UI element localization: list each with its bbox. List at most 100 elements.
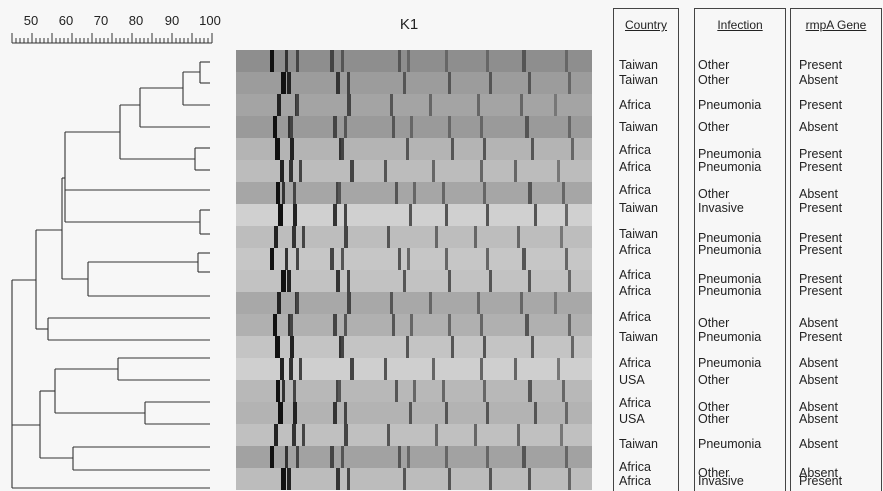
gel-band bbox=[522, 50, 526, 72]
cell-rmpa: Present bbox=[799, 474, 843, 488]
gel-band bbox=[565, 50, 568, 72]
gel-band bbox=[442, 182, 445, 204]
gel-band bbox=[278, 204, 283, 226]
gel-band bbox=[571, 138, 574, 160]
gel-band bbox=[289, 160, 293, 182]
gel-band bbox=[448, 314, 451, 336]
gel-lane bbox=[236, 358, 592, 380]
infection-header: Infection bbox=[717, 18, 763, 32]
gel-band bbox=[407, 446, 410, 468]
gel-band bbox=[341, 138, 344, 160]
gel-lane bbox=[236, 94, 592, 116]
gel-band bbox=[292, 226, 296, 248]
gel-band bbox=[281, 72, 286, 94]
dendrogram bbox=[11, 61, 210, 489]
cell-infection: Pneumonia bbox=[698, 231, 762, 245]
gel-lane bbox=[236, 270, 592, 292]
gel-band bbox=[274, 424, 278, 446]
gel-band bbox=[514, 358, 517, 380]
gel-band bbox=[347, 468, 350, 490]
gel-lane bbox=[236, 226, 592, 248]
gel-band bbox=[384, 358, 387, 380]
gel-band bbox=[528, 72, 531, 94]
gel-band bbox=[398, 50, 401, 72]
cell-infection: Other bbox=[698, 187, 730, 201]
gel-band bbox=[407, 248, 410, 270]
gel-band bbox=[280, 358, 284, 380]
cell-country: Africa bbox=[619, 183, 651, 197]
gel-band bbox=[477, 94, 480, 116]
gel-lane bbox=[236, 292, 592, 314]
gel-band bbox=[520, 94, 523, 116]
cell-rmpa: Present bbox=[799, 58, 843, 72]
cell-rmpa: Present bbox=[799, 160, 843, 174]
scale-label-80: 80 bbox=[128, 13, 144, 28]
gel-band bbox=[281, 468, 286, 490]
gel-band bbox=[451, 138, 454, 160]
gel-band bbox=[290, 314, 293, 336]
gel-band bbox=[432, 160, 435, 182]
gel-lane bbox=[236, 380, 592, 402]
cell-rmpa: Present bbox=[799, 147, 843, 161]
gel-band bbox=[489, 468, 492, 490]
cell-infection: Other bbox=[698, 400, 730, 414]
gel-band bbox=[333, 314, 337, 336]
gel-lane bbox=[236, 336, 592, 358]
gel-band bbox=[557, 358, 560, 380]
cell-rmpa: Present bbox=[799, 284, 843, 298]
country-header: Country bbox=[624, 18, 668, 32]
gel-band bbox=[344, 226, 348, 248]
gel-band bbox=[296, 446, 299, 468]
gel-band bbox=[330, 248, 334, 270]
gel-band bbox=[336, 72, 340, 94]
gel-band bbox=[296, 50, 299, 72]
gel-band bbox=[571, 336, 574, 358]
gel-band bbox=[517, 226, 520, 248]
gel-band bbox=[568, 468, 571, 490]
cell-infection: Pneumonia bbox=[698, 272, 762, 286]
gel-band bbox=[344, 424, 348, 446]
gel-band bbox=[413, 380, 416, 402]
cell-infection: Pneumonia bbox=[698, 243, 762, 257]
cell-rmpa: Present bbox=[799, 201, 843, 215]
gel-band bbox=[406, 138, 409, 160]
cell-rmpa: Present bbox=[799, 272, 843, 286]
gel-band bbox=[338, 380, 341, 402]
cell-infection: Other bbox=[698, 373, 730, 387]
gel-band bbox=[341, 50, 344, 72]
cell-country: Africa bbox=[619, 474, 651, 488]
gel-lane bbox=[236, 138, 592, 160]
gel-band bbox=[270, 446, 274, 468]
gel-band bbox=[522, 446, 526, 468]
gel-band bbox=[480, 116, 483, 138]
gel-band bbox=[273, 314, 277, 336]
gel-band bbox=[410, 116, 413, 138]
gel-band bbox=[299, 160, 302, 182]
gel-band bbox=[528, 380, 532, 402]
cell-rmpa: Absent bbox=[799, 400, 838, 414]
cell-infection: Pneumonia bbox=[698, 160, 762, 174]
gel-band bbox=[565, 204, 568, 226]
gel-band bbox=[333, 204, 337, 226]
gel-band bbox=[347, 292, 351, 314]
cell-infection: Invasive bbox=[698, 201, 744, 215]
gel-band bbox=[336, 468, 340, 490]
cell-infection: Invasive bbox=[698, 474, 744, 488]
gel-band bbox=[296, 248, 299, 270]
cell-country: Taiwan bbox=[619, 330, 658, 344]
cell-infection: Other bbox=[698, 73, 730, 87]
gel-band bbox=[407, 50, 410, 72]
cell-country: Taiwan bbox=[619, 73, 658, 87]
gel-band bbox=[387, 226, 390, 248]
gel-band bbox=[568, 72, 571, 94]
cell-country: Africa bbox=[619, 460, 651, 474]
gel-band bbox=[282, 182, 285, 204]
scale-label-50: 50 bbox=[23, 13, 39, 28]
gel-band bbox=[281, 270, 286, 292]
gel-band bbox=[489, 270, 492, 292]
gel-band bbox=[562, 380, 565, 402]
gel-band bbox=[480, 314, 483, 336]
gel-band bbox=[445, 446, 448, 468]
gel-band bbox=[275, 138, 280, 160]
cell-country: Taiwan bbox=[619, 201, 658, 215]
